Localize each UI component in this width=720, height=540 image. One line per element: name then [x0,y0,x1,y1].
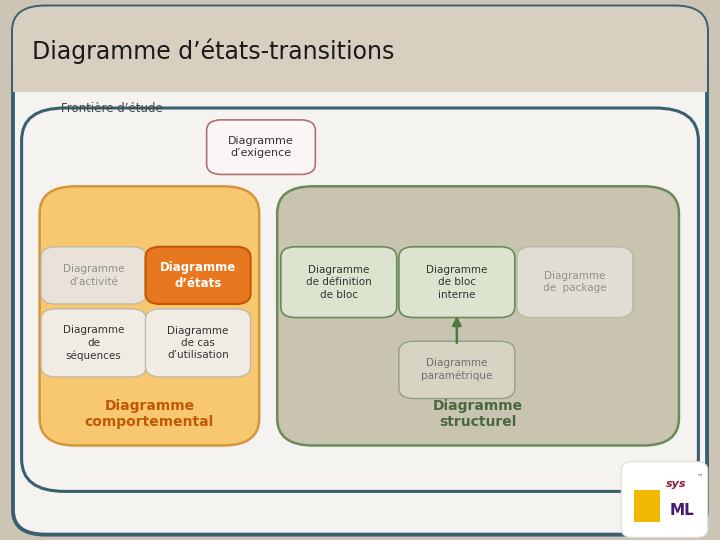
FancyBboxPatch shape [13,54,707,92]
FancyBboxPatch shape [145,247,251,304]
Text: Diagramme
de cas
d’utilisation: Diagramme de cas d’utilisation [167,326,229,360]
FancyBboxPatch shape [13,6,707,535]
FancyBboxPatch shape [41,309,146,377]
Text: Diagramme
de
séquences: Diagramme de séquences [63,325,125,361]
FancyBboxPatch shape [281,247,397,318]
FancyBboxPatch shape [517,247,633,318]
FancyBboxPatch shape [207,120,315,174]
FancyBboxPatch shape [145,309,251,377]
Text: Diagramme
de  package: Diagramme de package [543,271,607,293]
FancyBboxPatch shape [399,341,515,399]
Text: Frontière d’étude: Frontière d’étude [61,102,163,114]
Text: Diagramme
d’activité: Diagramme d’activité [63,264,125,287]
Text: Diagramme
paramétrique: Diagramme paramétrique [421,359,492,381]
FancyBboxPatch shape [399,247,515,318]
Text: Diagramme
de définition
de bloc: Diagramme de définition de bloc [306,265,372,300]
FancyBboxPatch shape [40,186,259,446]
Text: Diagramme d’états-transitions: Diagramme d’états-transitions [32,38,395,64]
Text: Diagramme
d’exigence: Diagramme d’exigence [228,136,294,158]
Text: ™: ™ [696,475,703,480]
FancyBboxPatch shape [277,186,679,446]
FancyBboxPatch shape [634,490,660,522]
Text: Diagramme
structurel: Diagramme structurel [433,399,523,429]
Text: ML: ML [670,503,694,517]
FancyBboxPatch shape [621,462,708,537]
FancyBboxPatch shape [41,247,146,304]
FancyBboxPatch shape [13,6,707,92]
Text: Diagramme
d’états: Diagramme d’états [160,261,236,290]
Text: sys: sys [666,479,687,489]
Text: Diagramme
de bloc
interne: Diagramme de bloc interne [426,265,487,300]
Text: Diagramme
comportemental: Diagramme comportemental [85,399,214,429]
